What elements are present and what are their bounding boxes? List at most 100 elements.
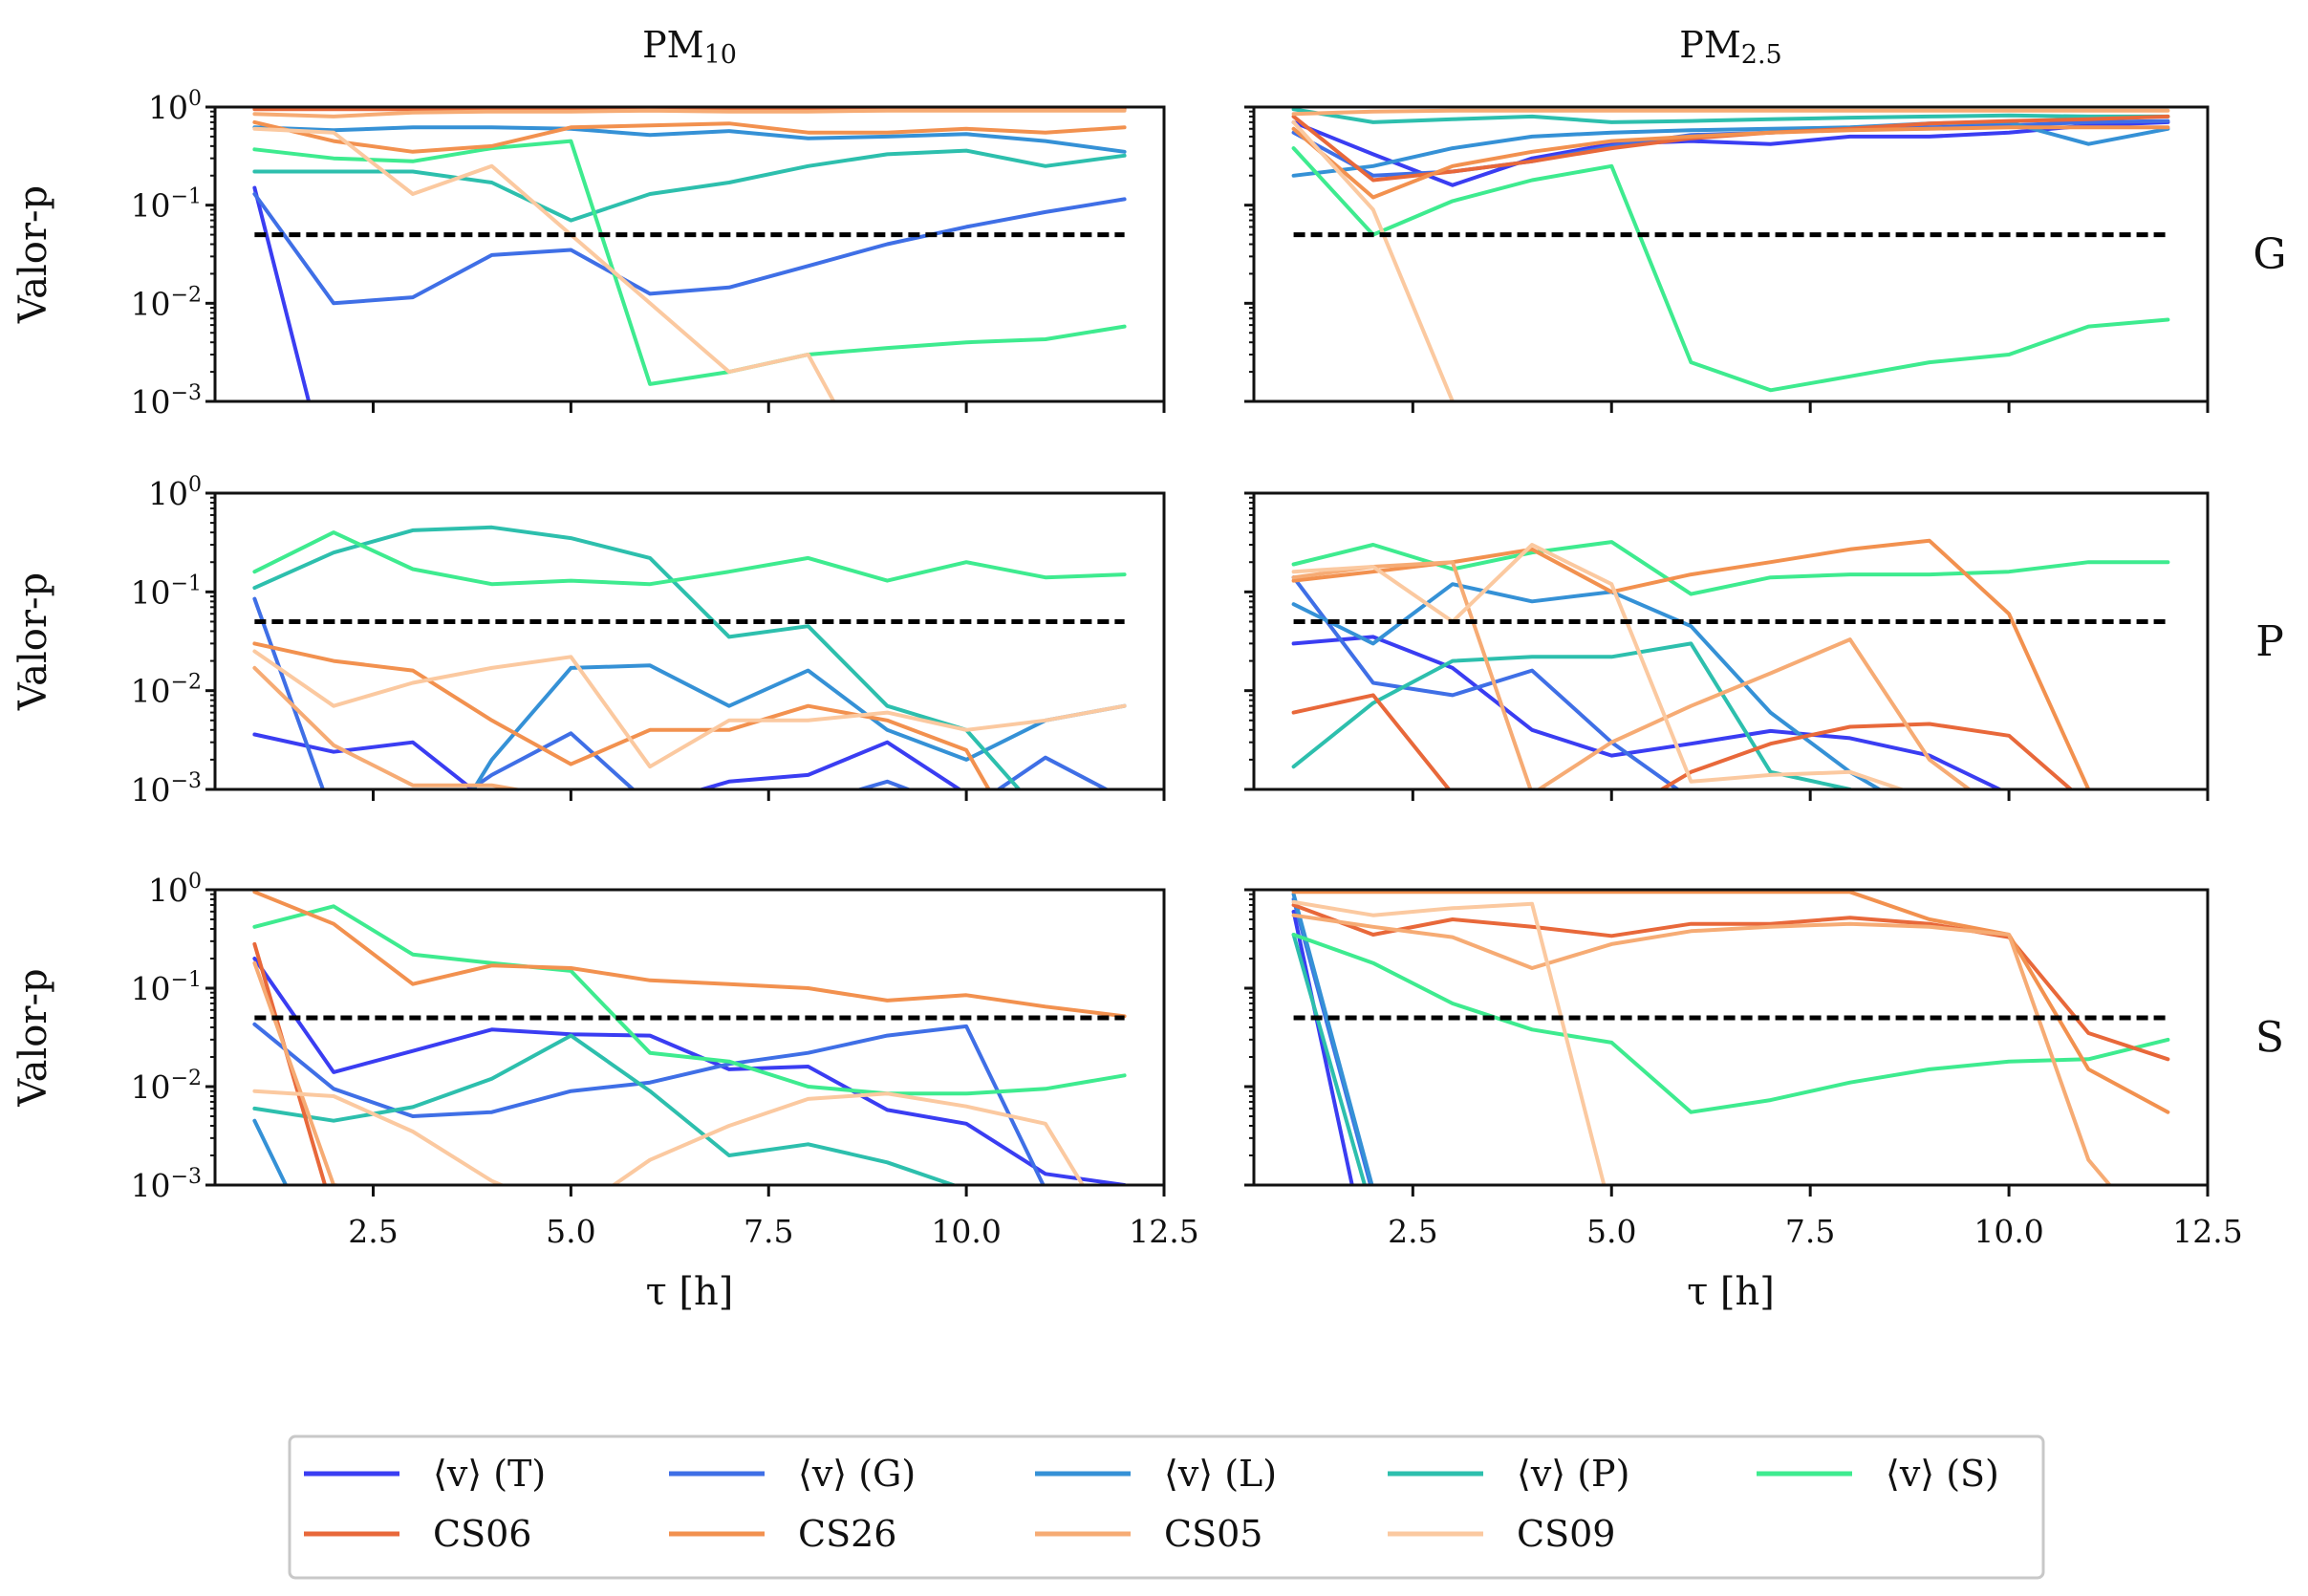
series-line-g	[1291, 575, 1681, 789]
x-tick-label: 10.0	[931, 1213, 1001, 1250]
panel-g-pm2-5	[1244, 105, 2210, 413]
legend-label: CS26	[798, 1513, 896, 1555]
y-tick-label: 10−2	[131, 671, 202, 710]
x-axis-label: τ [h]	[1687, 1270, 1775, 1314]
series-line-cs05	[252, 665, 528, 789]
series-line-l	[252, 125, 1127, 154]
series-line-l	[252, 1118, 289, 1185]
legend-label: CS06	[433, 1513, 531, 1555]
axes-frame	[1252, 491, 2210, 791]
y-axis-label: Valor-p	[11, 572, 55, 711]
panel-p-pm2-5-lines	[1291, 538, 2170, 789]
legend-item-cs26: CS26	[669, 1513, 896, 1555]
series-line-cs09	[252, 126, 836, 401]
axes-frame	[213, 105, 1166, 403]
panel-g-pm10-lines	[252, 107, 1127, 401]
series-line-p	[252, 148, 1127, 223]
x-tick-label: 12.5	[1129, 1213, 1198, 1250]
y-axis-label: Valor-p	[11, 185, 55, 324]
series-line-cs26	[252, 119, 1127, 154]
series-line-cs05	[1291, 108, 2170, 117]
series-line-t	[1291, 119, 2170, 187]
y-tick-label: 100	[148, 87, 202, 126]
series-line-cs09	[252, 1089, 1086, 1185]
series-line-cs05	[252, 108, 1127, 119]
series-line-p	[252, 1033, 960, 1185]
y-tick-label: 10−1	[131, 968, 202, 1007]
panel-p-pm2-5	[1244, 491, 2210, 801]
panel-s-pm10: 100 10−1 10−2 10−3 Valor-p 2.5 5.0 7.5 10.0 12.5 τ…	[11, 870, 1199, 1314]
legend-item-t: ⟨v⟩ (T)	[304, 1453, 546, 1495]
y-tick-label: 10−2	[131, 283, 202, 322]
legend-item-s: ⟨v⟩ (S)	[1757, 1453, 1999, 1495]
x-tick-label: 12.5	[2172, 1213, 2242, 1250]
legend-item-p: ⟨v⟩ (P)	[1388, 1453, 1629, 1495]
panel-s-pm2-5-lines	[1291, 890, 2170, 1185]
series-line-s	[252, 530, 1127, 587]
series-line-p	[1291, 107, 2170, 124]
x-tick-label: 7.5	[1785, 1213, 1835, 1250]
legend-label: CS09	[1517, 1513, 1615, 1555]
y-tick-label: 100	[148, 473, 202, 512]
axes-frame	[213, 888, 1166, 1187]
x-tick-label: 5.0	[546, 1213, 595, 1250]
axes-frame	[1252, 105, 2210, 403]
panel-g-pm2-5-lines	[1291, 107, 2170, 401]
legend-item-cs06: CS06	[304, 1513, 531, 1555]
x-axis-label: τ [h]	[646, 1270, 734, 1314]
legend-label: CS05	[1164, 1513, 1262, 1555]
series-line-t	[252, 957, 1127, 1185]
series-line-cs09	[1291, 899, 1607, 1185]
legend-item-l: ⟨v⟩ (L)	[1035, 1453, 1277, 1495]
series-line-cs05	[1291, 913, 2113, 1185]
column-title-pm10: PM10	[642, 24, 737, 70]
column-title-pm2-5: PM2.5	[1679, 24, 1781, 70]
series-line-s	[1291, 146, 2170, 393]
y-tick-label: 10−3	[131, 1165, 202, 1204]
y-tick-label: 10−1	[131, 185, 202, 225]
x-tick-label: 2.5	[1388, 1213, 1437, 1250]
y-tick-label: 100	[148, 870, 202, 909]
series-line-cs09	[1291, 543, 1908, 789]
panel-s-pm10-lines	[252, 890, 1127, 1185]
legend-label: ⟨v⟩ (T)	[433, 1453, 546, 1495]
legend-item-g: ⟨v⟩ (G)	[669, 1453, 916, 1495]
series-line-cs26	[1291, 125, 2170, 200]
legend-label: ⟨v⟩ (G)	[798, 1453, 916, 1495]
series-line-p	[1291, 641, 1856, 789]
x-tick-label: 7.5	[744, 1213, 793, 1250]
row-label-g: G	[2253, 230, 2286, 279]
series-line-cs06	[1291, 693, 2074, 789]
series-line-l	[1291, 119, 2170, 178]
y-axis-label: Valor-p	[11, 968, 55, 1107]
series-line-l	[1291, 582, 1884, 789]
x-tick-label: 2.5	[348, 1213, 398, 1250]
y-tick-label: 10−3	[131, 381, 202, 421]
series-line-g	[252, 192, 1127, 306]
y-tick-label: 10−3	[131, 769, 202, 809]
panels: PM10 PM2.5 G P S 100 10−1 10−2 10−3 Valor-p 100 10−…	[11, 24, 2287, 1314]
series-line-g	[252, 596, 1111, 789]
series-line-cs26	[1291, 890, 2170, 1114]
series-line-cs05	[1291, 560, 1973, 789]
legend-item-cs09: CS09	[1388, 1513, 1615, 1555]
series-line-cs06	[1291, 903, 2170, 1062]
series-line-cs09	[252, 649, 1127, 769]
axes-frame	[1252, 888, 2210, 1187]
legend: ⟨v⟩ (T) ⟨v⟩ (G) ⟨v⟩ (L) ⟨v⟩ (P) ⟨v⟩ (S) CS06 C…	[288, 1434, 2045, 1580]
series-line-s	[252, 904, 1127, 1096]
legend-label: ⟨v⟩ (P)	[1517, 1453, 1629, 1495]
series-line-t	[1291, 635, 2004, 789]
series-line-cs26	[252, 890, 1127, 1019]
legend-item-cs05: CS05	[1035, 1513, 1262, 1555]
y-tick-label: 10−2	[131, 1067, 202, 1106]
series-line-cs26	[252, 641, 991, 789]
row-label-p: P	[2255, 617, 2284, 666]
panel-s-pm2-5: 2.5 5.0 7.5 10.0 12.5 τ [h]	[1244, 888, 2243, 1314]
x-tick-label: 10.0	[1974, 1213, 2043, 1250]
panel-p-pm10-lines	[252, 525, 1127, 789]
series-line-p	[252, 525, 1022, 789]
series-line-g	[252, 1022, 1046, 1185]
series-line-t	[252, 732, 963, 789]
